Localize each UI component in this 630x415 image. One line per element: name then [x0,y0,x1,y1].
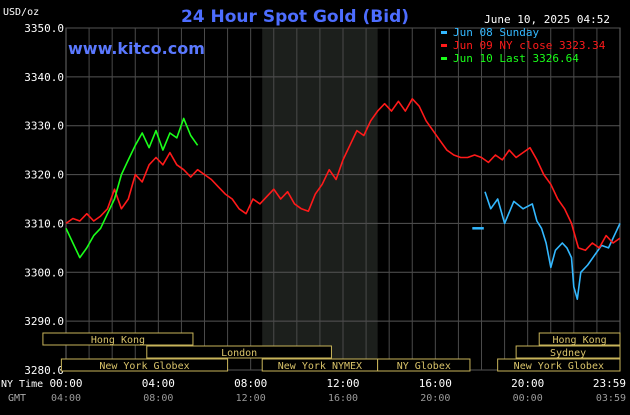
x-tick-label-ny: 20:00 [511,377,544,390]
x-tick-label-ny: 04:00 [142,377,175,390]
x-tick-label-ny: 08:00 [234,377,267,390]
legend-swatch [441,44,447,47]
session-label: Sydney [550,348,586,359]
session-box [60,358,229,372]
ny-time-label: NY Time [1,379,43,390]
session-label: Hong Kong [553,335,607,346]
y-tick-label: 3310.0 [24,217,64,230]
y-tick-label: 3340.0 [24,71,64,84]
watermark: www.kitco.com [68,39,205,58]
session-label: Hong Kong [91,335,145,346]
x-tick-label-ny: 23:59 [593,377,626,390]
x-tick-label-gmt: 20:00 [420,393,450,404]
session-box [515,345,621,359]
session-label: London [221,348,257,359]
session-label: New York NYMEX [278,361,362,372]
x-tick-label-gmt: 12:00 [236,393,266,404]
series-line-1 [484,191,621,300]
legend-swatch [441,57,447,60]
x-tick-label-gmt: 00:00 [513,393,543,404]
x-tick-label-gmt: 03:59 [596,393,626,404]
legend-item: Jun 08 Sunday [453,26,539,39]
series-line-2 [65,98,621,252]
x-tick-label-ny: 00:00 [49,377,82,390]
x-tick-label-gmt: 04:00 [51,393,81,404]
session-label: New York Globex [514,361,604,372]
session-box [42,332,194,346]
chart-title: 24 Hour Spot Gold (Bid) [181,7,409,27]
series-line-3 [65,117,199,259]
gmt-label: GMT [8,393,26,404]
y-tick-label: 3290.0 [24,315,64,328]
session-label: New York Globex [99,361,189,372]
y-tick-label: 3320.0 [24,169,64,182]
x-tick-label-ny: 16:00 [419,377,452,390]
legend-item: Jun 10 Last 3326.64 [453,52,579,65]
y-unit-label: USD/oz [3,7,39,18]
session-box [377,358,471,372]
legend-item: Jun 09 NY close 3323.34 [453,39,606,52]
session-box [497,358,621,372]
y-tick-label: 3300.0 [24,266,64,279]
timestamp: June 10, 2025 04:52 [484,13,610,26]
y-tick-label: 3330.0 [24,120,64,133]
session-label: NY Globex [397,361,451,372]
x-tick-label-gmt: 16:00 [328,393,358,404]
x-tick-label-ny: 12:00 [326,377,359,390]
y-tick-label: 3280.0 [24,364,64,377]
session-box [146,345,332,359]
y-tick-label: 3350.0 [24,22,64,35]
session-box [538,332,621,346]
legend-swatch [441,31,447,34]
x-tick-label-gmt: 08:00 [143,393,173,404]
